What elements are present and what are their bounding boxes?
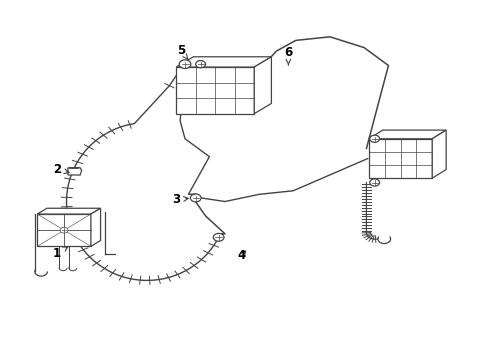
- Polygon shape: [431, 130, 445, 178]
- Text: 3: 3: [172, 193, 188, 206]
- Text: 2: 2: [53, 163, 69, 176]
- Polygon shape: [91, 208, 101, 246]
- Circle shape: [369, 135, 379, 142]
- Polygon shape: [37, 208, 101, 214]
- Circle shape: [195, 60, 205, 68]
- Polygon shape: [254, 57, 271, 114]
- Text: 6: 6: [284, 46, 292, 65]
- Polygon shape: [368, 139, 431, 178]
- Circle shape: [190, 194, 201, 202]
- Polygon shape: [37, 214, 91, 246]
- Polygon shape: [176, 57, 271, 67]
- Text: 4: 4: [238, 249, 245, 262]
- Polygon shape: [176, 67, 254, 114]
- Text: 5: 5: [177, 44, 188, 59]
- Polygon shape: [368, 130, 445, 139]
- Circle shape: [60, 227, 68, 233]
- Polygon shape: [68, 168, 81, 175]
- Text: 1: 1: [53, 247, 68, 260]
- Circle shape: [213, 233, 224, 241]
- Circle shape: [179, 60, 190, 68]
- Circle shape: [369, 179, 379, 186]
